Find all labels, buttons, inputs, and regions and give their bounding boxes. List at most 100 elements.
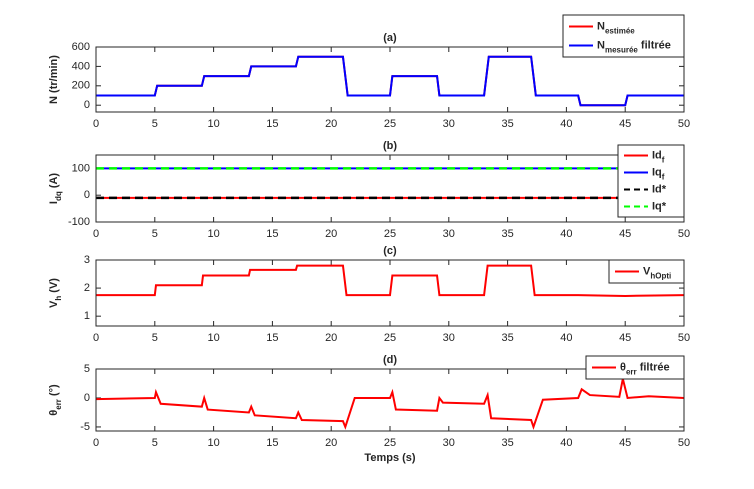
x-tick-label: 25	[384, 118, 396, 130]
x-tick-label: 25	[384, 228, 396, 240]
y-axis-label-part: θ	[48, 410, 60, 416]
x-tick-label: 35	[501, 118, 513, 130]
y-axis-label: Vh (V)	[48, 278, 63, 308]
y-tick-label: 0	[84, 189, 90, 201]
series-line	[96, 264, 685, 297]
y-axis-label: N (tr/min)	[48, 55, 60, 104]
series-line	[95, 378, 685, 431]
axes-box	[95, 259, 685, 327]
y-tick-label: 100	[72, 162, 90, 174]
y-tick-label: 600	[72, 41, 90, 53]
x-tick-label: 45	[619, 118, 631, 130]
y-axis-label: Idq (A)	[48, 173, 63, 205]
x-tick-label: 5	[152, 332, 158, 344]
legend-label-part: mesurée	[605, 45, 638, 54]
legend-label: Nestimée	[597, 20, 635, 35]
x-tick-label: 45	[619, 228, 631, 240]
legend-label: θerr filtrée	[620, 361, 670, 376]
legend-label-part: f	[662, 155, 665, 164]
y-axis-label-part: err	[54, 399, 63, 410]
legend-label-part: filtrée	[638, 39, 671, 51]
x-tick-label: 5	[152, 437, 158, 449]
x-tick-label: 35	[501, 437, 513, 449]
legend-label-part: err	[626, 367, 637, 376]
x-tick-label: 50	[678, 118, 690, 130]
plot-area	[96, 155, 684, 222]
x-tick-label: 5	[152, 228, 158, 240]
y-tick-label: 1	[84, 310, 90, 322]
y-tick-label: -100	[68, 216, 90, 228]
y-axis-label-part: I	[48, 201, 60, 204]
x-tick-label: 45	[619, 437, 631, 449]
x-tick-label: 45	[619, 332, 631, 344]
x-tick-label: 30	[443, 228, 455, 240]
legend-label: Iq*	[652, 200, 667, 212]
legend-label-part: f	[662, 172, 665, 181]
x-tick-label: 50	[678, 437, 690, 449]
x-tick-label: 35	[501, 228, 513, 240]
x-tick-label: 20	[325, 332, 337, 344]
panel-title: (d)	[383, 354, 397, 366]
y-tick-label: -5	[80, 421, 90, 433]
y-tick-label: 0	[84, 99, 90, 111]
series-line	[96, 55, 684, 107]
plot-area	[96, 47, 684, 112]
y-axis-label-part: V	[48, 300, 60, 308]
legend-label-part: Id	[652, 149, 662, 161]
x-tick-label: 40	[560, 332, 572, 344]
x-tick-label: 50	[678, 332, 690, 344]
x-tick-label: 20	[325, 118, 337, 130]
axes-box	[95, 46, 685, 113]
y-axis-label-part: (V)	[48, 278, 60, 296]
x-tick-label: 35	[501, 332, 513, 344]
y-axis-label: θerr (°)	[48, 384, 63, 416]
legend-label-part: θ	[620, 361, 626, 373]
legend-label-part: hOpti	[650, 271, 671, 280]
x-tick-label: 15	[266, 228, 278, 240]
x-tick-label: 40	[560, 228, 572, 240]
legend-label-part: N	[597, 20, 605, 32]
y-axis-label-part: h	[54, 296, 63, 301]
y-tick-label: 0	[84, 392, 90, 404]
panel-title: (c)	[383, 245, 397, 257]
panel-title: (b)	[383, 140, 397, 152]
x-tick-label: 10	[207, 228, 219, 240]
y-tick-label: 400	[72, 60, 90, 72]
axes-box	[95, 368, 685, 432]
x-tick-label: 15	[266, 332, 278, 344]
y-axis-label-part: N (tr/min)	[48, 55, 60, 104]
x-tick-label: 30	[443, 332, 455, 344]
legend-label-part: N	[597, 39, 605, 51]
y-tick-label: 5	[84, 363, 90, 375]
y-tick-label: 200	[72, 80, 90, 92]
legend-label-part: Iq*	[652, 200, 667, 212]
legend-label-part: Iq	[652, 166, 662, 178]
y-tick-label: 3	[84, 254, 90, 266]
x-tick-label: 40	[560, 118, 572, 130]
panel-title: (a)	[383, 32, 397, 44]
x-tick-label: 40	[560, 437, 572, 449]
y-axis-label-part: dq	[54, 191, 63, 201]
x-tick-label: 30	[443, 437, 455, 449]
legend-label: VhOpti	[643, 265, 671, 280]
x-tick-label: 15	[266, 118, 278, 130]
legend-box	[562, 14, 685, 58]
y-tick-label: 2	[84, 282, 90, 294]
legend-label: Idf	[652, 149, 665, 164]
x-tick-label: 0	[93, 437, 99, 449]
x-tick-label: 10	[207, 437, 219, 449]
x-tick-label: 20	[325, 228, 337, 240]
legend-label-part: Id*	[652, 183, 667, 195]
x-tick-label: 15	[266, 437, 278, 449]
legend-box	[585, 355, 685, 380]
x-tick-label: 10	[207, 332, 219, 344]
legend-label: Id*	[652, 183, 667, 195]
x-tick-label: 0	[93, 332, 99, 344]
x-tick-label: 5	[152, 118, 158, 130]
legend-label-part: V	[643, 265, 651, 277]
x-tick-label: 25	[384, 437, 396, 449]
y-axis-label-part: (°)	[48, 384, 60, 399]
legend-box	[608, 259, 685, 284]
legend-label: Iqf	[652, 166, 665, 181]
